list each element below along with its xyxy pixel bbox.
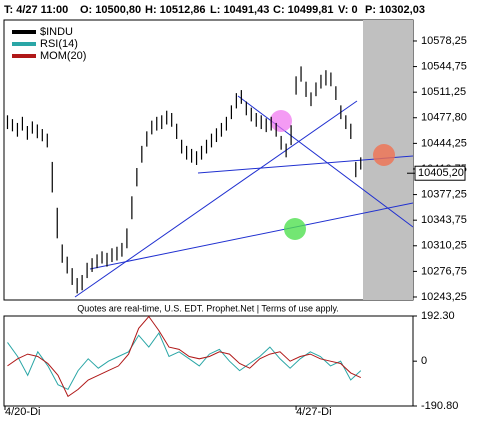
y-tick-label: 10377,25: [421, 188, 467, 200]
y-tick-label: 10444,25: [421, 137, 467, 149]
y-tick-label: 10578,25: [421, 35, 467, 47]
legend-label: RSI(14): [40, 38, 78, 50]
x-tick-label: 4/27-Di: [296, 406, 331, 418]
marker-dot: [270, 110, 292, 132]
legend-swatch: [12, 42, 36, 46]
y-tick-label: 10544,75: [421, 60, 467, 72]
trend-line: [89, 202, 414, 270]
price-panel: [3, 19, 414, 301]
quote-low: L: 10491,43: [210, 4, 269, 16]
legend-label: MOM(20): [40, 50, 86, 62]
indicator-line: [7, 331, 362, 391]
y-tick-label: 10310,25: [421, 240, 467, 252]
legend-label: $INDU: [40, 26, 73, 38]
y-tick-label: 192.30: [421, 310, 455, 322]
y-tick-label: -190.80: [421, 400, 458, 412]
y-tick-label: 10276,75: [421, 265, 467, 277]
last-price-label: 10405,20: [418, 167, 464, 179]
y-tick-label: 10243,25: [421, 291, 467, 303]
legend-swatch: [12, 30, 36, 34]
quote-time: T: 4/27 11:00: [4, 4, 68, 16]
quote-high: H: 10512,86: [145, 4, 206, 16]
quote-close: C: 10499,81: [273, 4, 334, 16]
marker-dot: [373, 144, 395, 166]
y-tick-label: 10477,80: [421, 112, 467, 124]
quote-volume: V: 0: [338, 4, 358, 16]
indicator-line: [7, 315, 362, 398]
last-price-box: [414, 165, 466, 181]
trend-line: [74, 100, 358, 298]
y-tick-label: 10343,75: [421, 214, 467, 226]
legend-swatch: [12, 54, 36, 58]
y-tick-label: 0: [421, 355, 427, 367]
quote-open: O: 10500,80: [80, 4, 141, 16]
trend-line: [237, 95, 414, 228]
indicator-panel: [3, 315, 414, 407]
marker-dot: [284, 218, 306, 240]
x-tick-label: 4/20-Di: [5, 406, 40, 418]
footer-note: Quotes are real-time, U.S. EDT. Prophet.…: [77, 303, 339, 313]
quote-prev: P: 10302,03: [365, 4, 425, 16]
y-tick-label: 10511,25: [421, 86, 466, 98]
